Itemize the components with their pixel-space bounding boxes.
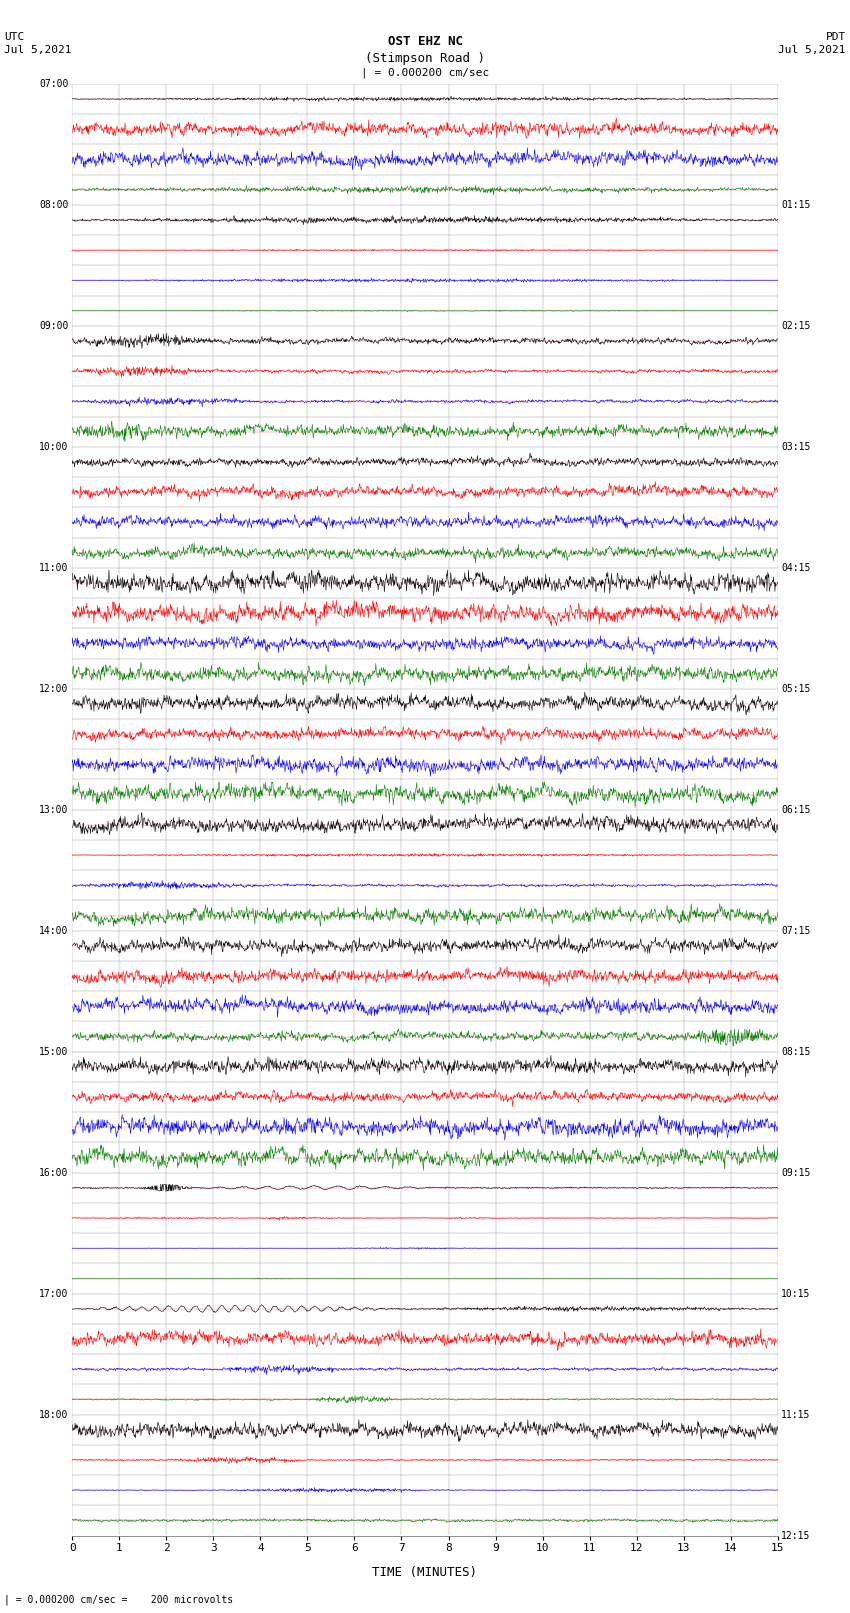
Text: 11:15: 11:15 [781,1410,811,1419]
Text: Jul 5,2021: Jul 5,2021 [4,45,71,55]
Text: 09:15: 09:15 [781,1168,811,1177]
Text: | = 0.000200 cm/sec: | = 0.000200 cm/sec [361,68,489,79]
Text: 01:15: 01:15 [781,200,811,210]
Text: 09:00: 09:00 [39,321,69,331]
Text: UTC: UTC [4,32,25,42]
Text: 07:00: 07:00 [39,79,69,89]
Text: 16:00: 16:00 [39,1168,69,1177]
Text: 15:00: 15:00 [39,1047,69,1057]
Text: 12:00: 12:00 [39,684,69,694]
Text: 12:15: 12:15 [781,1531,811,1540]
Text: PDT: PDT [825,32,846,42]
Text: 02:15: 02:15 [781,321,811,331]
Text: 10:00: 10:00 [39,442,69,452]
Text: 08:00: 08:00 [39,200,69,210]
Text: 14:00: 14:00 [39,926,69,936]
Text: 03:15: 03:15 [781,442,811,452]
Text: 05:15: 05:15 [781,684,811,694]
Text: 07:15: 07:15 [781,926,811,936]
Text: 06:15: 06:15 [781,805,811,815]
Text: 04:15: 04:15 [781,563,811,573]
Text: OST EHZ NC: OST EHZ NC [388,35,462,48]
Text: 10:15: 10:15 [781,1289,811,1298]
Text: 18:00: 18:00 [39,1410,69,1419]
Text: 13:00: 13:00 [39,805,69,815]
Text: 17:00: 17:00 [39,1289,69,1298]
Text: 08:15: 08:15 [781,1047,811,1057]
Text: 11:00: 11:00 [39,563,69,573]
Text: Jul 5,2021: Jul 5,2021 [779,45,846,55]
Text: (Stimpson Road ): (Stimpson Road ) [365,52,485,65]
Text: | = 0.000200 cm/sec =    200 microvolts: | = 0.000200 cm/sec = 200 microvolts [4,1594,234,1605]
X-axis label: TIME (MINUTES): TIME (MINUTES) [372,1566,478,1579]
